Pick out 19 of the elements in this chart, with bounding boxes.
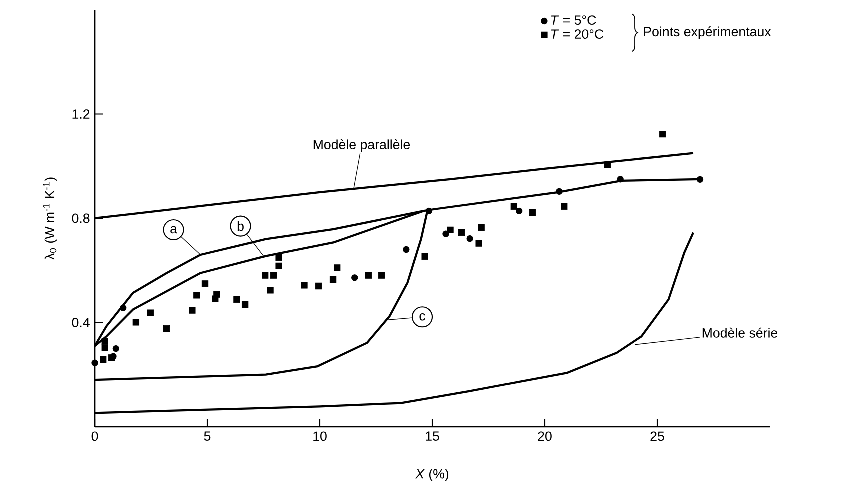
x-tick-label: 5: [204, 432, 211, 441]
y-tick-label: 0.4: [72, 318, 90, 328]
legend-label: T = 5°C: [551, 16, 596, 26]
legend-title: Points expérimentaux: [644, 26, 772, 40]
y-axis-title: λ$_{0}$ (W m$^{-1}$ K$^{-1}$): [43, 178, 58, 260]
y-tick-label: 1.2: [72, 110, 90, 119]
x-tick-label: 0: [92, 432, 98, 442]
x-tick-label: 15: [426, 432, 440, 441]
x-tick-label: 25: [650, 432, 664, 442]
legend-label: T = 20°C: [551, 30, 604, 40]
x-tick-label: 20: [538, 432, 552, 442]
annotation: Modèle parallèle: [314, 140, 410, 152]
x-tick-label: 10: [314, 432, 327, 442]
annotation: a: [170, 226, 178, 234]
y-tick-label: 0.8: [72, 214, 90, 224]
annotation: b: [238, 221, 244, 232]
annotation: c: [420, 313, 426, 321]
x-axis-title: X (%): [415, 468, 449, 482]
annotation: Modèle série: [702, 328, 778, 338]
